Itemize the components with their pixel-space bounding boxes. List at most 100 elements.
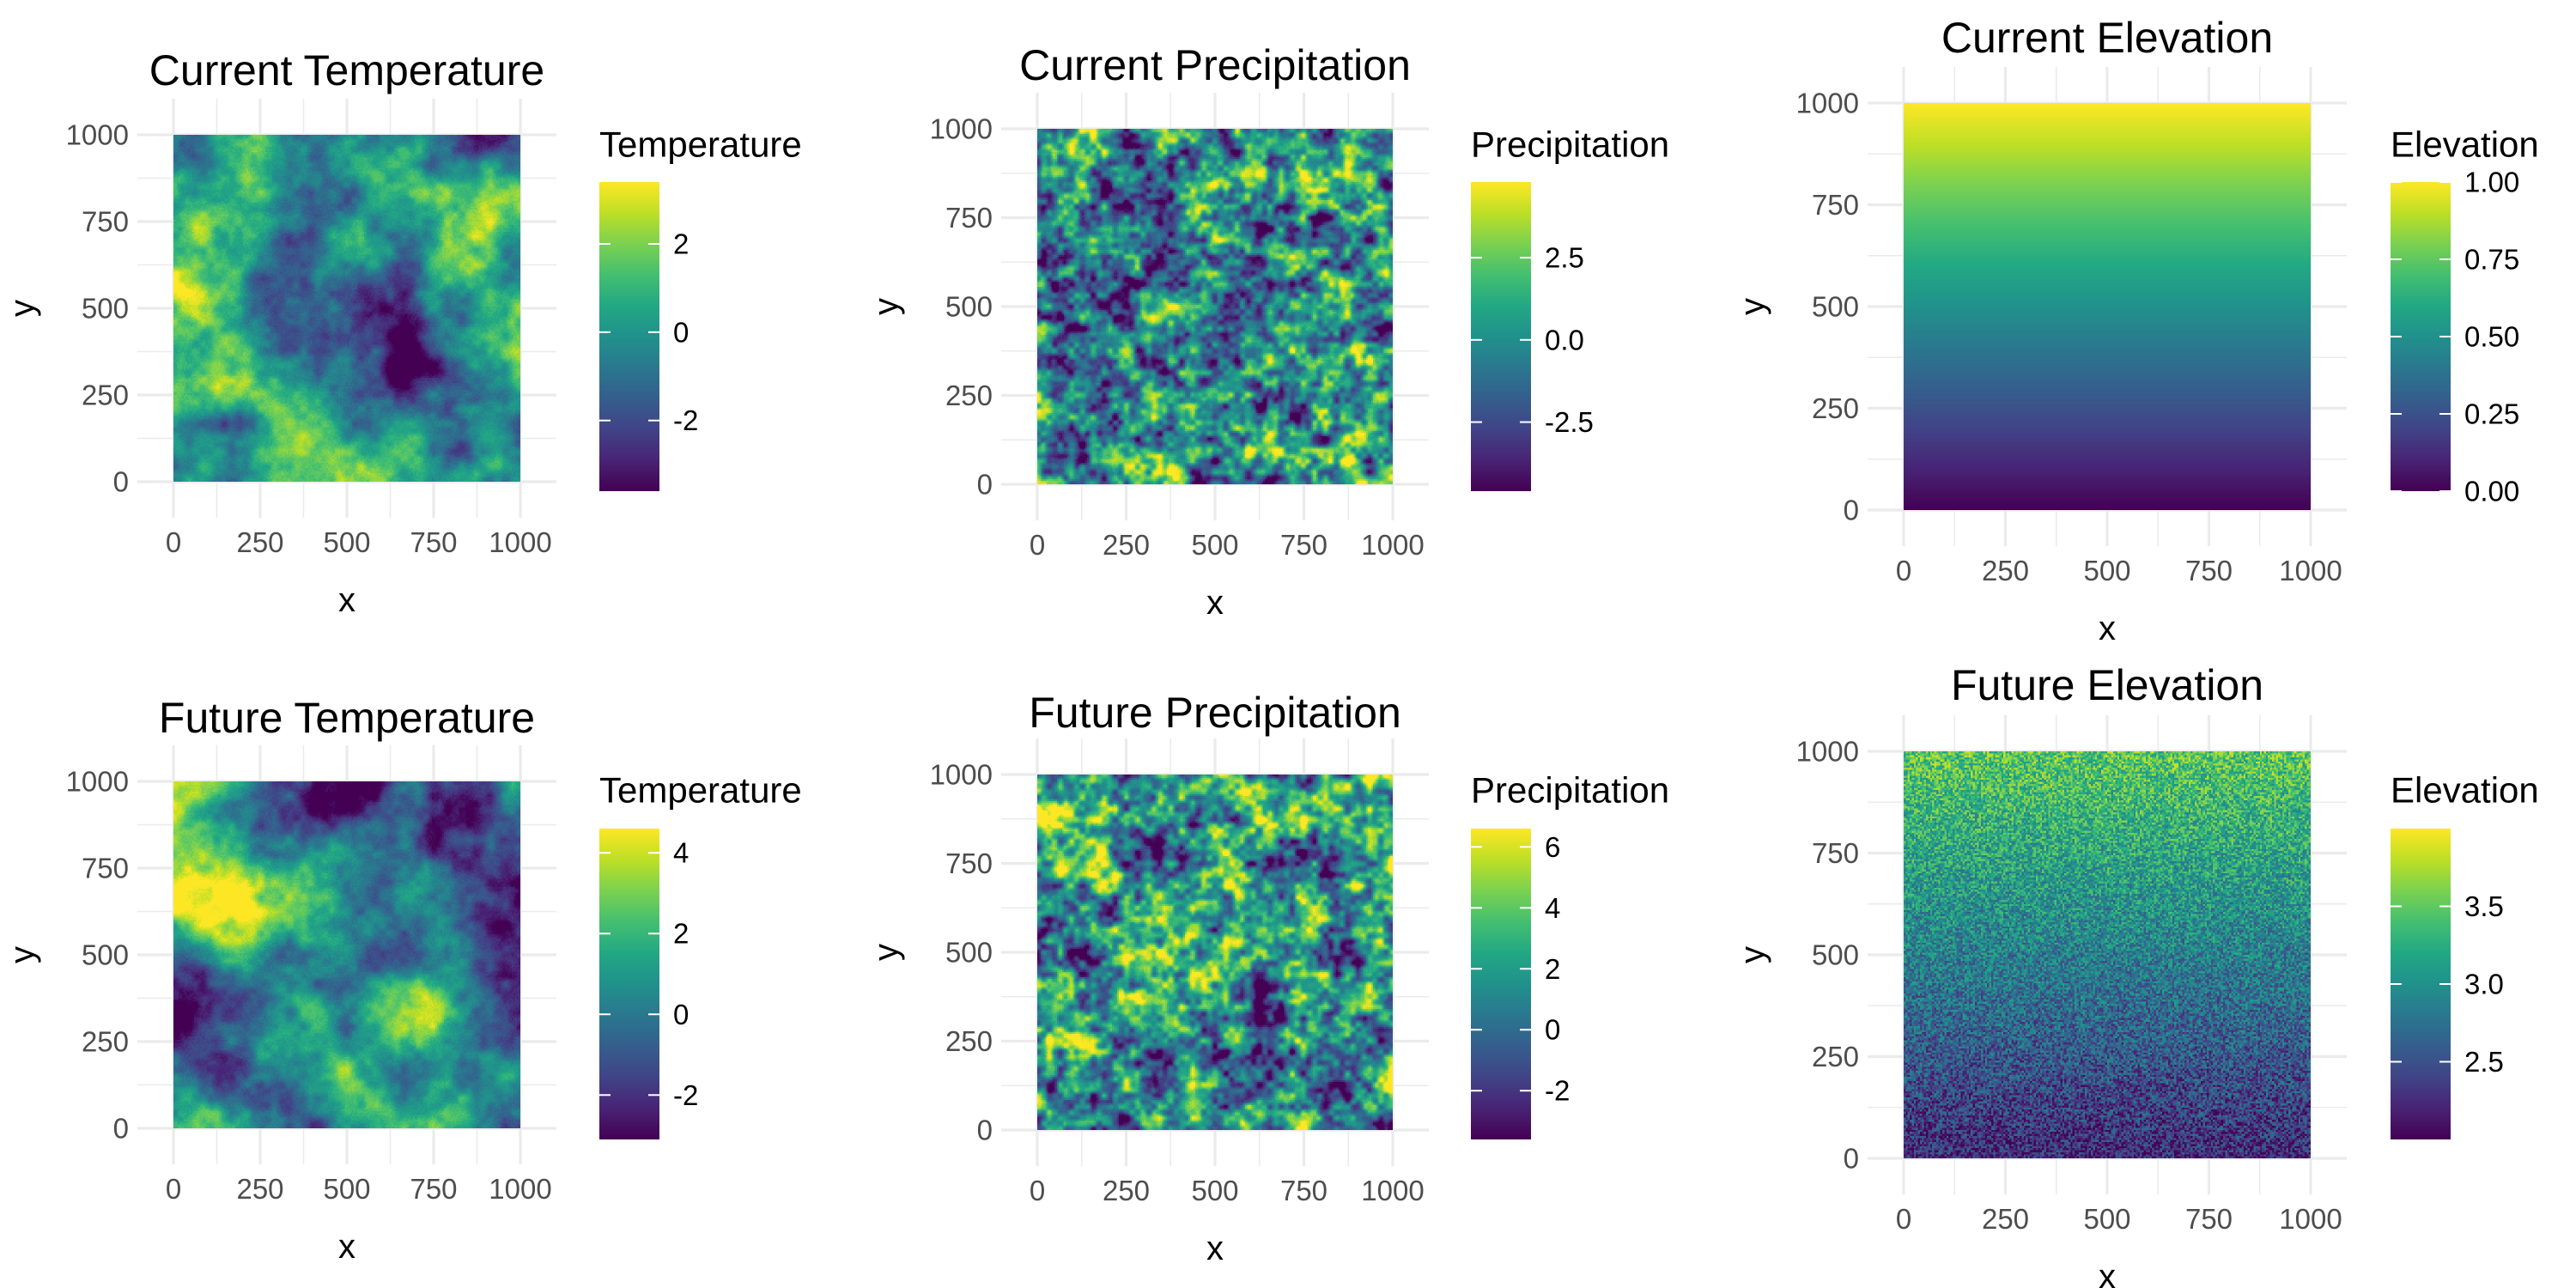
y-axis-label: y (3, 300, 41, 317)
x-tick-label: 500 (1191, 529, 1238, 561)
legend-title: Temperature (599, 770, 802, 811)
heatmap-raster (1037, 129, 1393, 484)
panel-6: Future Elevation 0 250 500 750 1000 0 250 500 750… (1734, 661, 2539, 1288)
x-axis-label: x (338, 581, 355, 619)
legend-tick-label: 2 (673, 918, 689, 950)
y-tick-label: 1000 (66, 119, 129, 151)
x-tick-label: 250 (1103, 529, 1150, 561)
y-tick-label: 250 (945, 380, 993, 411)
y-tick-label: 0 (113, 1113, 129, 1145)
y-tick-label: 250 (82, 1026, 129, 1058)
legend-tick-label: 0.75 (2464, 244, 2519, 276)
x-tick-label: 0 (166, 526, 181, 558)
y-tick-label: 1000 (930, 113, 993, 145)
x-tick-label: 750 (2185, 1203, 2233, 1235)
panel-1: Current Temperature 0 250 500 750 1000 0 250 500… (3, 46, 802, 619)
y-tick-label: 500 (82, 293, 129, 325)
legend-tick-label: 2.5 (1545, 242, 1584, 274)
y-tick-label: 1000 (1796, 88, 1859, 119)
x-axis-label: x (2099, 1258, 2116, 1288)
legend-title: Precipitation (1471, 125, 1669, 165)
x-tick-label: 1000 (489, 1173, 551, 1205)
y-tick-label: 750 (1812, 837, 1859, 869)
y-tick-label: 500 (945, 937, 993, 969)
legend-tick-label: 4 (673, 837, 689, 869)
y-tick-label: 750 (1812, 189, 1859, 221)
y-tick-label: 750 (945, 202, 993, 234)
legend: Elevation 0.00 0.25 0.50 0.75 1.00 (2391, 125, 2539, 507)
legend-tick-label: -2.5 (1545, 406, 1594, 438)
legend-tick-label: 4 (1545, 892, 1560, 924)
x-tick-label: 500 (2083, 555, 2130, 586)
legend-tick-label: -2 (1545, 1075, 1570, 1107)
legend: Elevation 2.5 3.0 3.5 (2391, 770, 2539, 1139)
x-tick-label: 750 (1280, 1175, 1327, 1206)
legend-tick-label: 0 (1545, 1014, 1560, 1046)
legend-title: Precipitation (1471, 770, 1669, 811)
legend-tick-label: 1.00 (2464, 167, 2519, 198)
legend-tick-label: 0.50 (2464, 321, 2519, 353)
y-tick-label: 750 (82, 853, 129, 884)
y-tick-label: 750 (82, 206, 129, 238)
chart-title: Future Precipitation (1029, 689, 1401, 737)
heatmap-raster (173, 781, 520, 1128)
y-tick-label: 0 (113, 466, 129, 498)
x-tick-label: 1000 (2279, 1203, 2342, 1235)
x-tick-label: 250 (1103, 1175, 1150, 1206)
x-tick-label: 0 (166, 1173, 181, 1205)
x-tick-label: 750 (410, 1173, 457, 1205)
x-tick-label: 750 (410, 526, 457, 558)
x-tick-label: 250 (236, 526, 283, 558)
panel-3: Current Elevation 0 250 500 750 1000 0 250 500 75… (1734, 14, 2539, 647)
legend-tick-label: 2 (673, 228, 689, 260)
legend-tick-label: 0.25 (2464, 398, 2519, 430)
legend: Precipitation -2 0 2 4 6 (1471, 770, 1669, 1139)
colorbar (599, 182, 659, 491)
legend-tick-label: 0.00 (2464, 476, 2519, 507)
colorbar (1471, 182, 1531, 491)
x-axis-label: x (338, 1228, 355, 1266)
y-axis-label: y (1734, 298, 1771, 315)
legend-tick-label: 3.5 (2464, 890, 2504, 922)
heatmap-raster (1904, 751, 2311, 1158)
y-tick-label: 0 (1844, 495, 1859, 526)
chart-title: Current Precipitation (1019, 41, 1411, 89)
x-tick-label: 500 (323, 1173, 370, 1205)
x-tick-label: 500 (1191, 1175, 1238, 1206)
x-tick-label: 0 (1030, 529, 1045, 561)
y-tick-label: 750 (945, 848, 993, 879)
y-axis-label: y (1734, 946, 1771, 963)
legend-tick-label: 0.0 (1545, 324, 1584, 355)
y-tick-label: 250 (1812, 392, 1859, 424)
panel-5: Future Precipitation 0 250 500 750 1000 0 250 50… (867, 689, 1669, 1267)
x-tick-label: 750 (1280, 529, 1327, 561)
y-tick-label: 1000 (66, 766, 129, 798)
heatmap-raster (1904, 103, 2311, 510)
legend-tick-label: -2 (673, 1079, 698, 1111)
legend-tick-label: 0 (673, 316, 689, 348)
legend-tick-label: 2 (1545, 953, 1560, 985)
legend-tick-label: -2 (673, 404, 698, 436)
x-tick-label: 500 (323, 526, 370, 558)
legend-tick-label: 2.5 (2464, 1046, 2504, 1078)
y-axis-label: y (3, 946, 41, 963)
x-tick-label: 500 (2083, 1203, 2130, 1235)
heatmap-raster (173, 135, 520, 482)
panel-4: Future Temperature 0 250 500 750 1000 0 250 500 7… (3, 694, 802, 1266)
x-tick-label: 250 (236, 1173, 283, 1205)
y-axis-label: y (867, 298, 905, 315)
panel-2: Current Precipitation 0 250 500 750 1000 0 250 5… (867, 41, 1669, 622)
y-tick-label: 250 (945, 1025, 993, 1057)
colorbar (1471, 829, 1531, 1139)
x-tick-label: 0 (1030, 1175, 1045, 1206)
y-tick-label: 0 (977, 1115, 993, 1146)
x-axis-label: x (1206, 584, 1224, 622)
x-tick-label: 1000 (2279, 555, 2342, 586)
legend-title: Elevation (2391, 125, 2539, 165)
y-tick-label: 250 (1812, 1041, 1859, 1072)
x-tick-label: 0 (1896, 1203, 1911, 1235)
x-tick-label: 750 (2185, 555, 2233, 586)
legend-title: Elevation (2391, 770, 2539, 811)
chart-title: Current Temperature (149, 46, 544, 94)
